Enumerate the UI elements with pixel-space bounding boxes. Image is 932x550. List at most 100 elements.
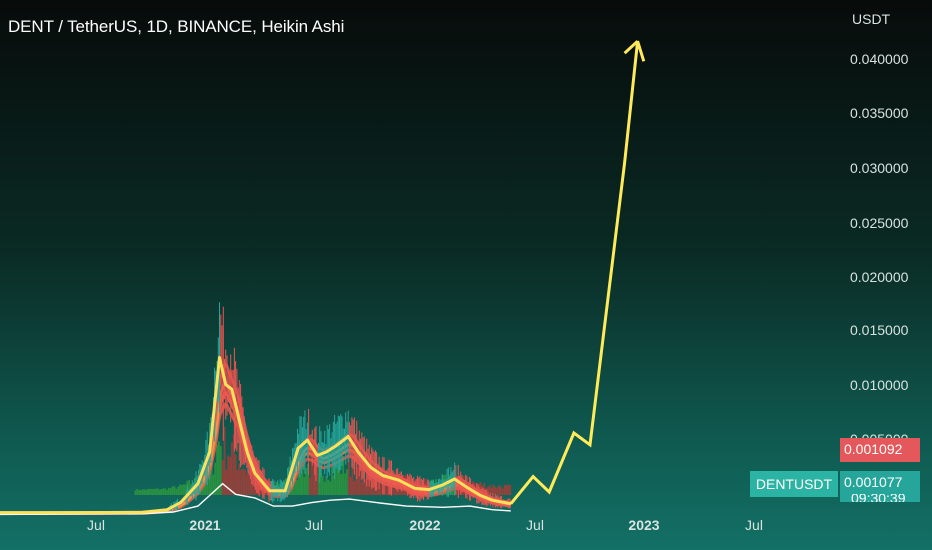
projection-line [509,40,646,505]
volume-bar [210,453,213,495]
volume-bar [177,486,179,495]
volume-bar [479,482,482,495]
volume-bar [481,485,484,495]
volume-bar [333,475,335,495]
volume-bar [182,484,185,495]
volume-bar [321,475,324,495]
volume-bar [364,479,367,495]
volume-bar [359,461,361,495]
volume-bar [310,458,313,495]
volume-bar [336,468,339,495]
volume-bar [366,465,369,495]
volume-bar [370,472,372,495]
time-tick: Jul [87,517,105,533]
time-tick: Jul [526,517,544,533]
volume-bar [173,486,176,495]
volume-bar [212,474,215,495]
volume-bar [501,488,504,495]
volume-bar [140,490,142,495]
volume-bar [184,484,187,495]
price-tick: 0.015000 [850,322,909,338]
volume-bar [294,479,296,495]
volume-bar [386,478,389,495]
volume-bar [229,456,231,495]
volume-bar [496,487,499,495]
volume-bar [153,488,155,495]
volume-bar [487,486,489,495]
volume-bar [312,460,315,495]
price-tick: 0.040000 [850,51,909,67]
volume-bar [357,467,359,495]
volume-bar [344,473,346,495]
volume-bar [351,467,354,495]
volume-bar [240,469,243,495]
volume-bar [188,480,191,495]
volume-bar [219,446,222,495]
volume-bar [379,484,382,495]
volume-bar [136,488,139,495]
volume-bar [490,487,493,495]
volume-bar [231,442,233,495]
volume-bar [318,462,320,495]
volume-bar [494,487,497,495]
volume-bar [308,477,311,495]
volume-bar [297,456,300,495]
chart-title: DENT / TetherUS, 1D, BINANCE, Heikin Ash… [8,17,345,36]
volume-bar [143,489,146,495]
time-tick: 2022 [409,517,441,533]
volume-bar [299,475,302,495]
volume-bar [505,485,508,495]
volume-bar [167,487,170,495]
time-tick: 2023 [628,517,660,533]
volume-bar [162,488,165,495]
projection-arrowhead [623,40,639,55]
volume-bar [492,484,495,495]
volume-bar [223,426,226,495]
volume-bar [169,488,172,495]
volume-bar [245,473,248,495]
volume-bar [145,489,148,495]
volume-bar [238,463,241,495]
volume-bar [179,484,181,495]
volume-bar [507,484,510,495]
volume-bar [314,461,317,495]
volume-bar [399,485,402,495]
volume-bar [360,482,363,495]
volume-bar [296,480,298,495]
volume-bar [355,459,358,495]
price-tick: 0.010000 [850,377,909,393]
volume-bar [180,485,183,495]
volume-bar [329,481,332,495]
slow-moving-average-line [0,482,511,516]
volume-bar [236,470,239,495]
price-axis-currency: USDT [852,11,891,27]
volume-bar [255,478,257,495]
volume-bar [362,464,365,495]
price-tick: 0.030000 [850,160,909,176]
volume-bar [477,483,480,495]
volume-bar [234,454,237,495]
volume-bar [151,489,153,495]
volume-bar [242,468,244,495]
volume-bar [221,460,224,495]
volume-bar [509,484,512,495]
volume-bar [232,434,235,495]
volume-bar [503,485,506,495]
ma-price-badge: 0.001077 [840,471,920,495]
volume-bar [307,464,309,495]
volume-bar [305,467,307,495]
symbol-badge: DENTUSDT [750,471,838,497]
price-tick: 0.020000 [850,269,909,285]
volume-bar [346,469,348,495]
volume-bar [175,488,178,495]
volume-bar [227,455,230,495]
volume-bar [164,488,166,495]
time-tick: 2021 [189,517,221,533]
volume-bar [218,441,220,495]
volume-bar [303,476,306,495]
volume-bar [158,489,161,495]
price-tick: 0.035000 [850,105,909,121]
volume-bar [156,488,159,495]
volume-bar [377,475,380,495]
volume-bar [483,482,486,495]
